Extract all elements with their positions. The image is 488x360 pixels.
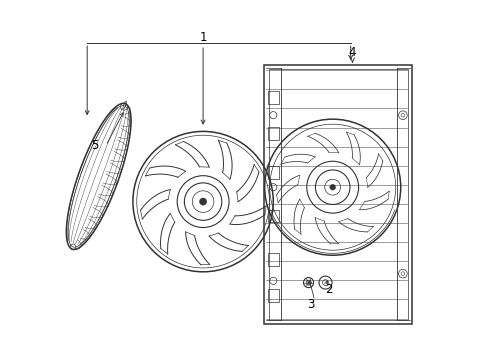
Text: 3: 3	[307, 298, 314, 311]
Text: 1: 1	[199, 31, 206, 44]
Bar	[268, 69, 407, 320]
Bar	[267, 127, 278, 140]
Text: 2: 2	[325, 283, 332, 296]
Bar	[267, 91, 278, 104]
Circle shape	[199, 198, 206, 205]
Circle shape	[329, 184, 335, 190]
Text: 4: 4	[348, 46, 356, 59]
Bar	[267, 253, 278, 266]
Circle shape	[305, 280, 310, 285]
Bar	[264, 65, 411, 324]
Bar	[267, 166, 278, 179]
Text: 5: 5	[91, 139, 99, 152]
Bar	[267, 289, 278, 302]
Bar	[267, 210, 278, 222]
